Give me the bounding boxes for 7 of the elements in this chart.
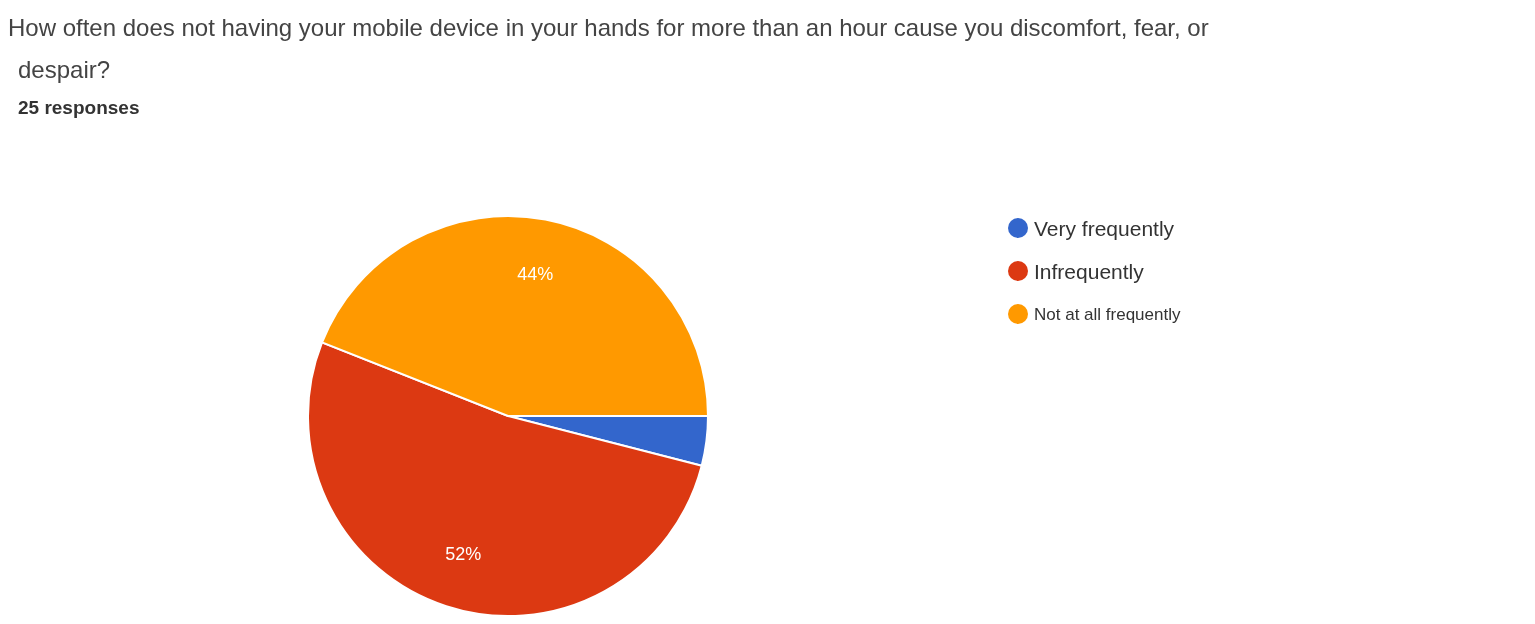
text: 25 responses (18, 97, 140, 118)
legend-label: Very frequently (1034, 216, 1175, 240)
chart-title: How often does not having your mobile device in your hands for more than an hour cause you discomfort, fear, or despair? (8, 14, 1209, 83)
legend-label: Not at all frequently (1034, 304, 1181, 324)
legend-label: Infrequently (1034, 259, 1145, 283)
data-label: 44% (517, 263, 554, 284)
data-label: 52% (445, 543, 482, 564)
